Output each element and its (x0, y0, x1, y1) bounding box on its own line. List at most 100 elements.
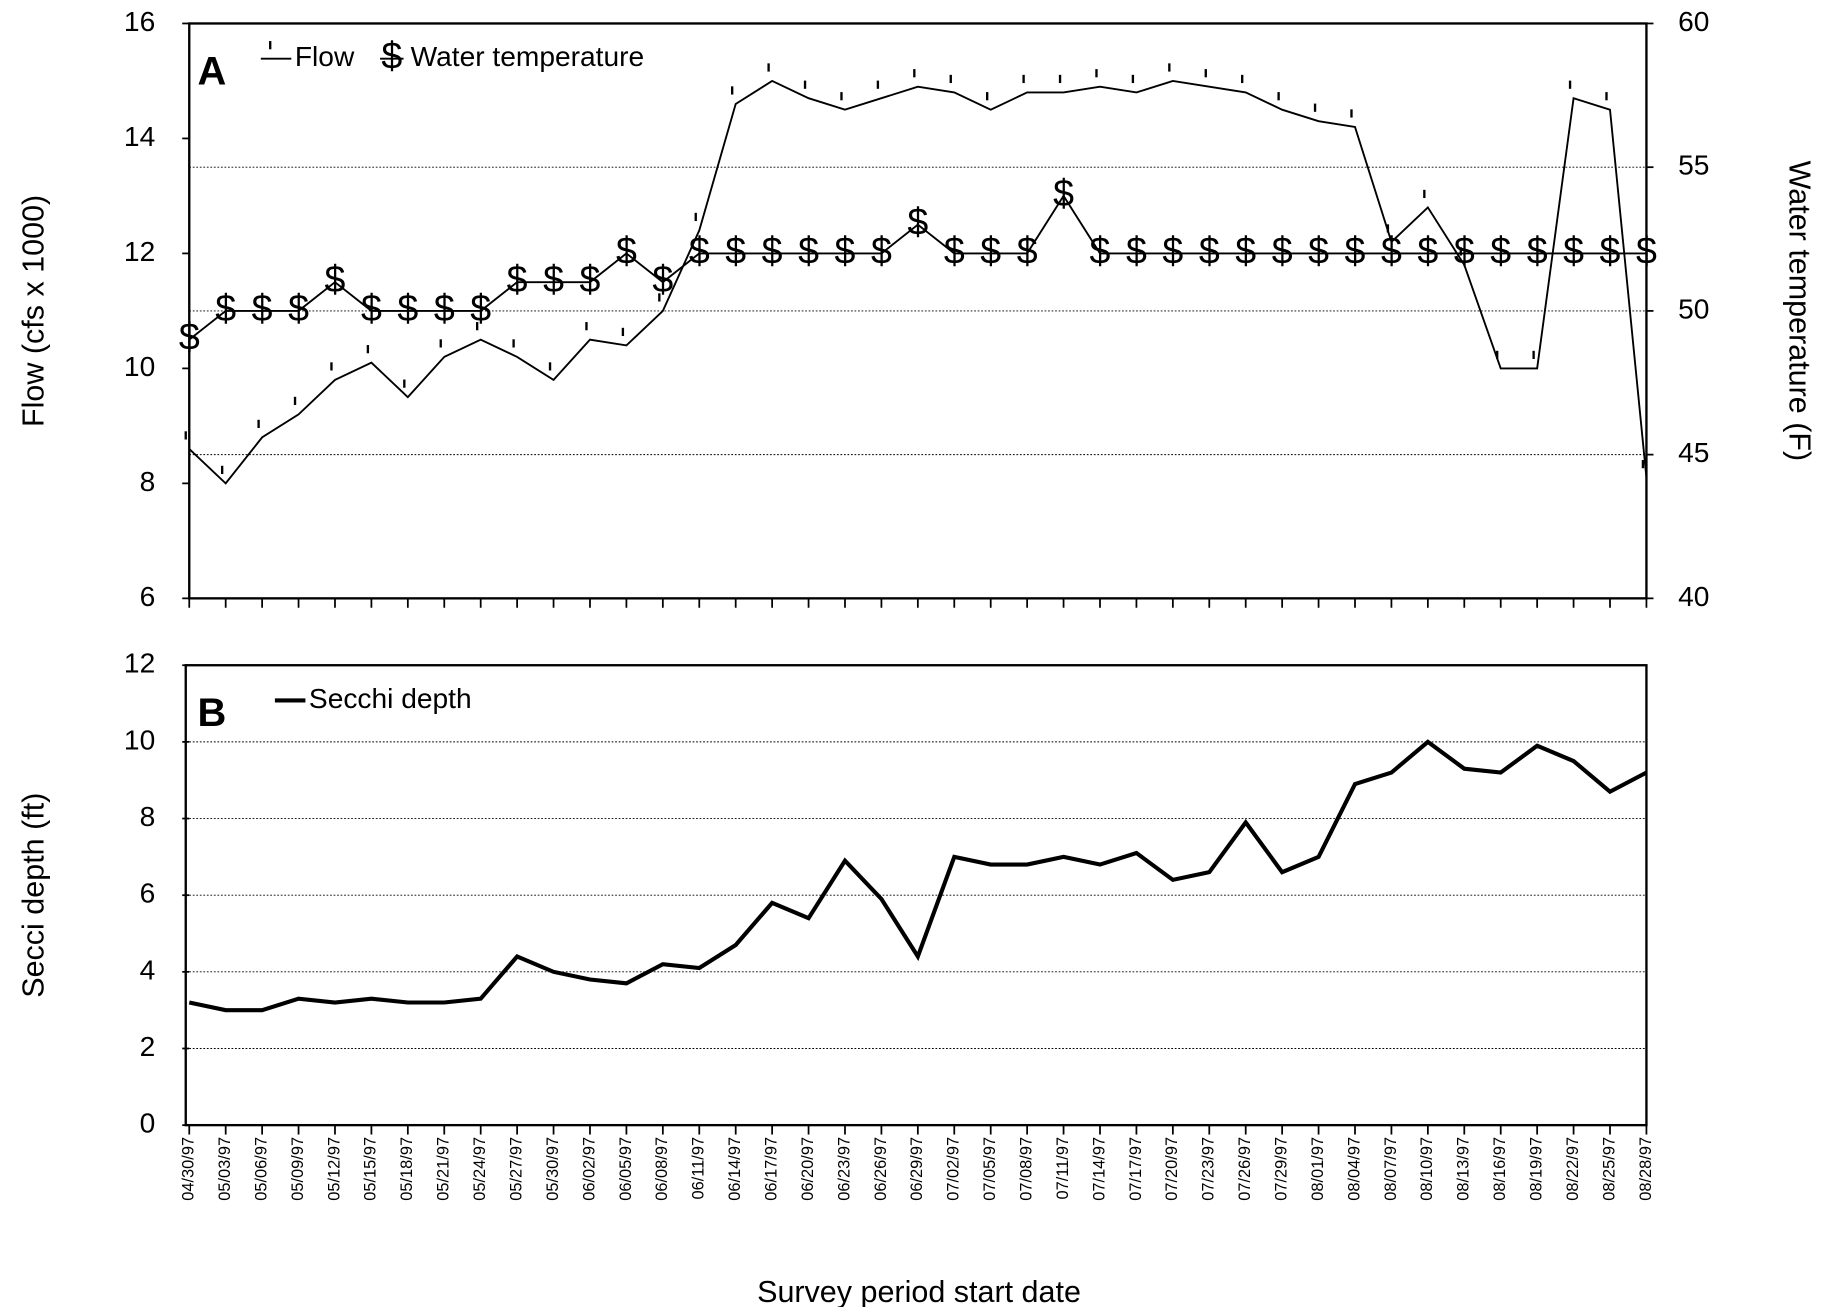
point-marker: $ (325, 258, 346, 300)
legend-label: Water temperature (411, 41, 645, 72)
y-tick-label: 8 (140, 466, 156, 497)
point-marker: $ (361, 287, 382, 329)
x-tick-label: 05/06/97 (252, 1137, 270, 1201)
point-marker: $ (689, 229, 710, 271)
y2-tick-label: 55 (1678, 150, 1709, 181)
x-tick-label: 06/05/97 (617, 1137, 635, 1201)
point-marker: $ (1454, 229, 1475, 271)
x-tick-label: 06/17/97 (762, 1137, 780, 1201)
y2-tick-label: 45 (1678, 437, 1709, 468)
point-marker: $ (1381, 229, 1402, 271)
series-line (188, 194, 1647, 341)
x-tick-label: 08/16/97 (1491, 1137, 1509, 1201)
point-marker: $ (798, 229, 819, 271)
x-tick-label: 05/27/97 (507, 1137, 525, 1201)
point-marker: $ (944, 229, 965, 271)
x-tick-label: 08/22/97 (1564, 1137, 1582, 1201)
point-marker: $ (1563, 229, 1584, 271)
x-tick-label: 06/08/97 (653, 1137, 671, 1201)
point-marker: $ (1272, 229, 1293, 271)
point-marker: $ (1490, 229, 1511, 271)
point-marker: $ (288, 287, 309, 329)
point-marker: $ (1600, 229, 1621, 271)
y-tick-label: 8 (140, 801, 156, 832)
x-tick-label: 06/29/97 (908, 1137, 926, 1201)
y-tick-label: 6 (140, 581, 156, 612)
point-marker: $ (835, 229, 856, 271)
x-tick-label: 07/02/97 (945, 1137, 963, 1201)
point-marker: $ (580, 258, 601, 300)
legend-label: Secchi depth (309, 683, 472, 714)
x-tick-label: 08/28/97 (1637, 1137, 1655, 1201)
x-tick-label: 06/02/97 (580, 1137, 598, 1201)
x-tick-label: 07/11/97 (1054, 1137, 1072, 1200)
legend-marker: $ (381, 35, 402, 77)
x-tick-label: 06/11/97 (690, 1137, 708, 1200)
x-tick-label: 08/10/97 (1418, 1137, 1436, 1201)
point-marker: $ (1235, 229, 1256, 271)
y-tick-label: 0 (140, 1108, 156, 1139)
x-tick-label: 05/03/97 (216, 1137, 234, 1201)
x-tick-label: 06/23/97 (835, 1137, 853, 1201)
x-tick-label: 08/01/97 (1309, 1137, 1327, 1201)
point-marker: $ (543, 258, 564, 300)
x-tick-label: 08/13/97 (1455, 1137, 1473, 1201)
point-marker: $ (1053, 172, 1074, 214)
y-tick-label: 6 (140, 878, 156, 909)
x-axis-title: Survey period start date (757, 1275, 1081, 1307)
point-marker: $ (507, 258, 528, 300)
y-tick-label: 2 (140, 1031, 156, 1062)
x-tick-label: 07/14/97 (1090, 1137, 1108, 1201)
y-tick-label: 10 (124, 351, 155, 382)
panel-label: A (197, 49, 226, 93)
x-tick-label: 05/30/97 (544, 1137, 562, 1201)
x-tick-label: 05/18/97 (398, 1137, 416, 1201)
x-tick-label: 08/25/97 (1600, 1137, 1618, 1201)
x-tick-label: 08/19/97 (1527, 1137, 1545, 1201)
x-tick-label: 05/24/97 (471, 1137, 489, 1201)
point-marker: $ (871, 229, 892, 271)
point-marker: $ (762, 229, 783, 271)
x-tick-label: 06/20/97 (799, 1137, 817, 1201)
point-marker: $ (470, 287, 491, 329)
x-tick-label: 05/09/97 (289, 1137, 307, 1201)
point-marker: $ (907, 201, 928, 243)
panel-label: B (197, 691, 226, 735)
x-tick-label: 06/26/97 (872, 1137, 890, 1201)
point-marker: $ (1199, 229, 1220, 271)
point-marker: $ (1308, 229, 1329, 271)
point-marker: $ (1527, 229, 1548, 271)
y-axis-title: Secci depth (ft) (17, 793, 51, 998)
x-tick-label: 04/30/97 (180, 1137, 198, 1201)
x-tick-label: 05/15/97 (362, 1137, 380, 1201)
y-tick-label: 12 (124, 236, 155, 267)
y-tick-label: 4 (140, 954, 156, 985)
point-marker: $ (1345, 229, 1366, 271)
x-tick-label: 08/04/97 (1345, 1137, 1363, 1201)
y2-tick-label: 60 (1678, 6, 1709, 37)
point-marker: $ (397, 287, 418, 329)
x-tick-label: 05/12/97 (325, 1137, 343, 1201)
point-marker: $ (1090, 229, 1111, 271)
x-tick-label: 07/26/97 (1236, 1137, 1254, 1201)
point-marker: $ (252, 287, 273, 329)
legend-label: Flow (295, 41, 355, 72)
x-tick-label: 08/07/97 (1382, 1137, 1400, 1201)
point-marker: $ (1017, 229, 1038, 271)
y-tick-label: 14 (124, 121, 155, 152)
point-marker: $ (616, 229, 637, 271)
series-line (188, 739, 1648, 1013)
y2-tick-label: 50 (1678, 293, 1709, 324)
point-marker: $ (980, 229, 1001, 271)
series-line (188, 79, 1648, 485)
y2-tick-label: 40 (1678, 581, 1709, 612)
point-marker: $ (434, 287, 455, 329)
point-marker: $ (179, 316, 200, 358)
x-tick-label: 07/05/97 (981, 1137, 999, 1201)
point-marker: $ (1417, 229, 1438, 271)
x-tick-label: 07/08/97 (1017, 1137, 1035, 1201)
x-tick-label: 07/23/97 (1200, 1137, 1218, 1201)
y-axis-title: Flow (cfs x 1000) (17, 195, 51, 427)
y2-axis-title: Water temperature (F) (1783, 161, 1817, 462)
